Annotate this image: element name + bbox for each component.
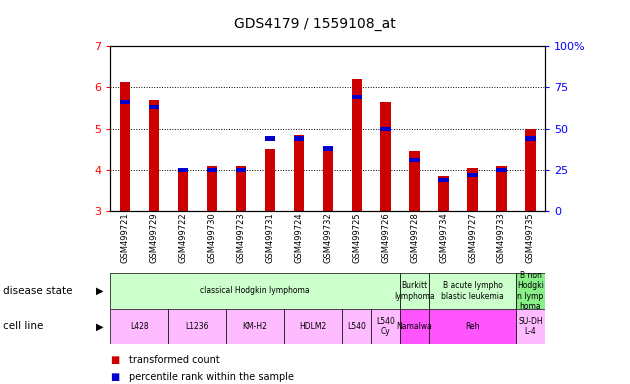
Text: cell line: cell line xyxy=(3,321,43,331)
Text: SU-DH
L-4: SU-DH L-4 xyxy=(518,317,543,336)
Bar xyxy=(516,309,545,344)
Text: KM-H2: KM-H2 xyxy=(243,322,268,331)
Bar xyxy=(236,166,246,211)
Bar xyxy=(429,273,516,309)
Text: HDLM2: HDLM2 xyxy=(299,322,327,331)
Bar xyxy=(410,158,420,162)
Text: GDS4179 / 1559108_at: GDS4179 / 1559108_at xyxy=(234,17,396,31)
Bar xyxy=(110,273,400,309)
Bar xyxy=(149,100,159,211)
Bar xyxy=(226,309,284,344)
Bar xyxy=(178,172,188,211)
Bar xyxy=(400,309,429,344)
Bar xyxy=(120,100,130,104)
Bar xyxy=(110,309,168,344)
Text: Burkitt
lymphoma: Burkitt lymphoma xyxy=(394,281,435,301)
Bar xyxy=(400,273,429,309)
Bar xyxy=(525,136,536,141)
Bar xyxy=(467,168,478,211)
Bar xyxy=(496,166,507,211)
Bar xyxy=(438,178,449,182)
Text: disease state: disease state xyxy=(3,286,72,296)
Bar xyxy=(207,168,217,172)
Text: Namalwa: Namalwa xyxy=(397,322,432,331)
Bar xyxy=(496,168,507,172)
Bar xyxy=(429,309,516,344)
Text: transformed count: transformed count xyxy=(129,355,220,365)
Text: ■: ■ xyxy=(110,355,120,365)
Bar xyxy=(525,129,536,211)
Bar xyxy=(381,102,391,211)
Text: L1236: L1236 xyxy=(185,322,209,331)
Bar xyxy=(467,173,478,177)
Text: L540: L540 xyxy=(347,322,366,331)
Bar xyxy=(149,105,159,109)
Bar xyxy=(352,79,362,211)
Bar xyxy=(323,151,333,211)
Text: B non
Hodgki
n lymp
homa: B non Hodgki n lymp homa xyxy=(517,271,544,311)
Bar xyxy=(438,176,449,211)
Text: L540
Cy: L540 Cy xyxy=(376,317,395,336)
Bar xyxy=(284,309,342,344)
Bar xyxy=(410,151,420,211)
Bar xyxy=(178,168,188,172)
Bar xyxy=(323,146,333,151)
Bar xyxy=(381,127,391,131)
Bar xyxy=(342,309,371,344)
Bar xyxy=(352,95,362,99)
Bar xyxy=(236,168,246,172)
Bar xyxy=(294,136,304,141)
Bar xyxy=(265,136,275,141)
Text: L428: L428 xyxy=(130,322,149,331)
Text: classical Hodgkin lymphoma: classical Hodgkin lymphoma xyxy=(200,286,310,295)
Text: ▶: ▶ xyxy=(96,321,103,331)
Text: ■: ■ xyxy=(110,372,120,382)
Bar xyxy=(294,135,304,211)
Bar xyxy=(371,309,400,344)
Bar xyxy=(168,309,226,344)
Text: percentile rank within the sample: percentile rank within the sample xyxy=(129,372,294,382)
Bar xyxy=(207,166,217,211)
Text: ▶: ▶ xyxy=(96,286,103,296)
Bar xyxy=(120,83,130,211)
Bar xyxy=(265,149,275,211)
Text: B acute lympho
blastic leukemia: B acute lympho blastic leukemia xyxy=(441,281,504,301)
Text: Reh: Reh xyxy=(465,322,480,331)
Bar xyxy=(516,273,545,309)
